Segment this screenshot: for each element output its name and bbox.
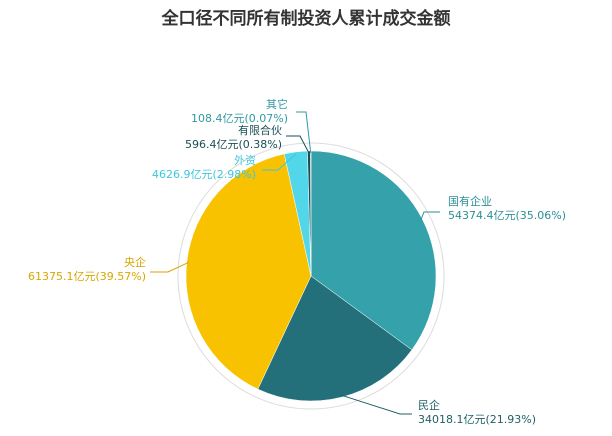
slice-value-label-1: 54374.4亿元(35.06%) (448, 209, 566, 222)
slice-name-label-4: 外资 (234, 154, 256, 167)
slice-name-label-3: 央企 (124, 255, 146, 269)
leader-line-3 (150, 261, 189, 273)
pie-slice-1 (310, 150, 437, 351)
leader-line-6 (296, 111, 312, 154)
slice-name-label-1: 国有企业 (448, 194, 492, 208)
slice-value-label-6: 108.4亿元(0.07%) (191, 112, 288, 125)
leader-line-2 (341, 394, 412, 415)
pie-outer-ring (177, 142, 445, 410)
slice-value-label-3: 61375.1亿元(39.57%) (28, 270, 146, 283)
slice-value-label-4: 4626.9亿元(2.98%) (152, 168, 256, 181)
slice-name-label-6: 其它 (266, 97, 288, 111)
slice-name-label-5: 有限合伙 (238, 123, 282, 137)
leader-line-5 (286, 135, 310, 154)
pie-slice-3 (185, 153, 312, 390)
leader-line-4 (262, 153, 297, 171)
slice-name-label-2: 民企 (418, 398, 440, 412)
leader-line-1 (420, 211, 440, 221)
slice-value-label-5: 596.4亿元(0.38%) (185, 138, 282, 151)
slice-value-label-2: 34018.1亿元(21.93%) (418, 413, 536, 426)
chart-title: 全口径不同所有制投资人累计成交金额 (161, 9, 451, 29)
